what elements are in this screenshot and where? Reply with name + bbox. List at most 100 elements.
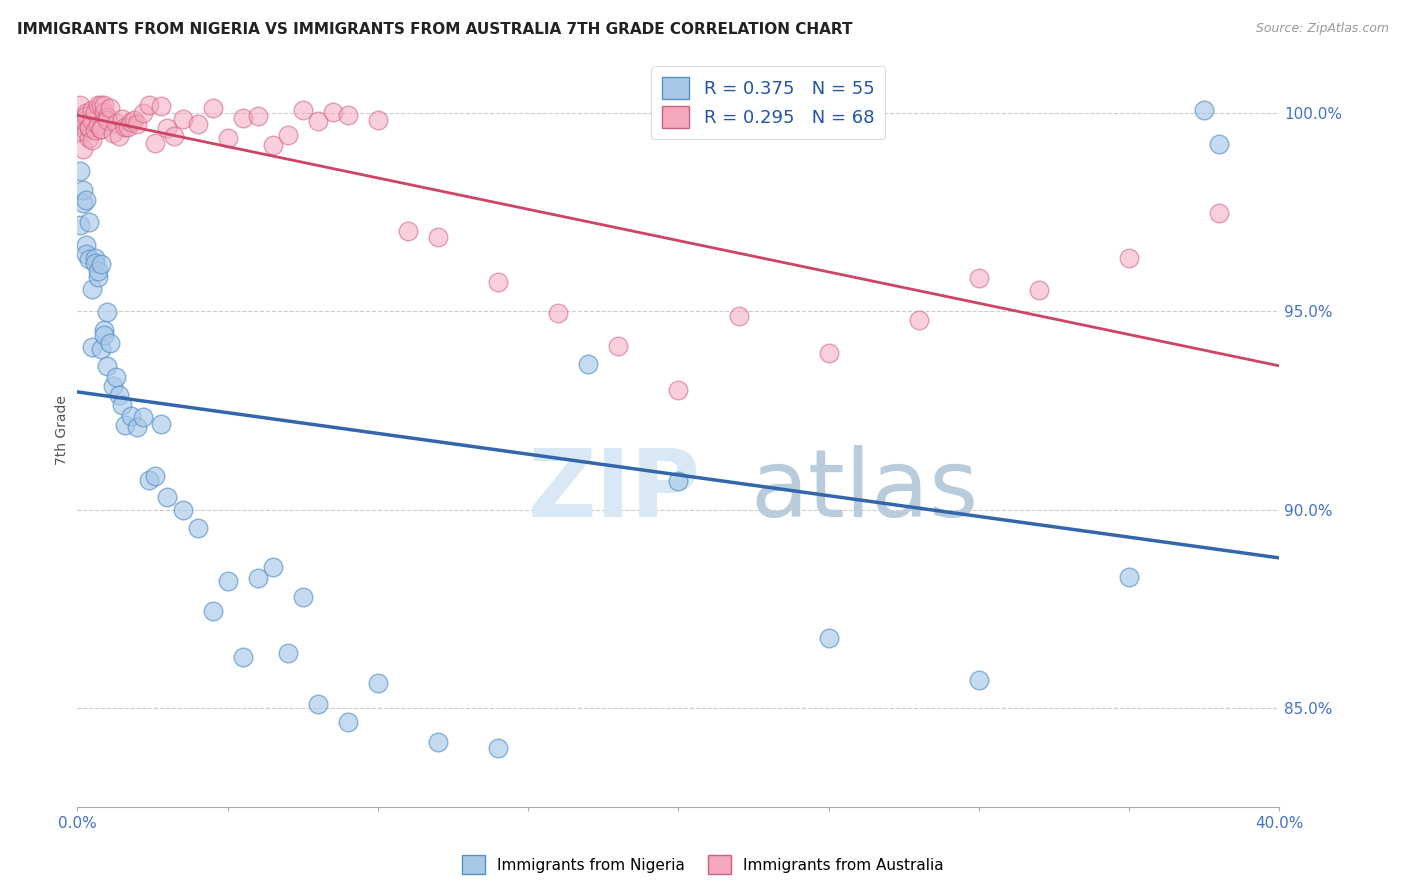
Point (79, 215, 101, 229)
Point (607, 339, 630, 353)
Point (1118, 251, 1140, 265)
Point (100, 101, 122, 115)
Point (93, 105, 115, 120)
Point (87, 264, 110, 278)
Point (668, 383, 690, 397)
Point (96, 111, 118, 125)
Point (93, 98, 115, 112)
Point (72, 183, 94, 197)
Point (82, 103, 104, 118)
Point (150, 417, 173, 431)
Point (246, 571, 269, 585)
Point (69, 163, 91, 178)
Point (132, 409, 155, 424)
Point (232, 112, 254, 126)
Point (79, 120, 101, 135)
Point (96, 305, 118, 319)
Legend: Immigrants from Nigeria, Immigrants from Australia: Immigrants from Nigeria, Immigrants from… (456, 849, 950, 880)
Point (117, 120, 139, 135)
Point (967, 270, 990, 285)
Point (246, 109, 269, 123)
Point (727, 309, 749, 323)
Point (908, 313, 931, 327)
Point (145, 136, 167, 151)
Point (108, 128, 131, 143)
Point (103, 126, 125, 140)
Point (75, 193, 97, 207)
Point (100, 335, 122, 350)
Point (69, 124, 91, 138)
Point (82, 133, 104, 147)
Point (277, 128, 299, 142)
Point (90, 256, 112, 270)
Point (427, 230, 450, 244)
Point (124, 112, 146, 127)
Point (132, 106, 155, 120)
Y-axis label: 7th Grade: 7th Grade (55, 395, 69, 466)
Point (72, 196, 94, 211)
Point (84, 123, 107, 137)
Point (75, 109, 97, 123)
Point (486, 740, 509, 755)
Point (576, 357, 599, 371)
Point (291, 103, 314, 117)
Point (217, 574, 239, 588)
Point (486, 275, 509, 289)
Point (72, 114, 94, 128)
Point (120, 409, 142, 423)
Point (96, 359, 118, 374)
Point (114, 417, 136, 432)
Point (114, 120, 136, 134)
Point (232, 650, 254, 665)
Point (427, 735, 450, 749)
Point (96, 113, 118, 128)
Point (1208, 137, 1230, 152)
Text: IMMIGRANTS FROM NIGERIA VS IMMIGRANTS FROM AUSTRALIA 7TH GRADE CORRELATION CHART: IMMIGRANTS FROM NIGERIA VS IMMIGRANTS FR… (17, 22, 852, 37)
Legend: R = 0.375   N = 55, R = 0.295   N = 68: R = 0.375 N = 55, R = 0.295 N = 68 (651, 66, 886, 139)
Point (187, 117, 209, 131)
Point (138, 98, 160, 112)
Point (668, 474, 690, 488)
Point (90, 342, 112, 356)
Point (145, 469, 167, 483)
Point (75, 106, 97, 120)
Point (967, 673, 990, 687)
Point (367, 113, 389, 128)
Point (127, 419, 149, 434)
Point (547, 306, 569, 320)
Point (79, 130, 101, 145)
Point (336, 715, 359, 730)
Point (111, 398, 134, 412)
Text: Source: ZipAtlas.com: Source: ZipAtlas.com (1256, 22, 1389, 36)
Point (1028, 283, 1050, 297)
Point (138, 473, 160, 487)
Point (82, 113, 104, 128)
Point (262, 138, 284, 153)
Point (87, 270, 110, 285)
Point (120, 114, 142, 128)
Point (79, 252, 101, 267)
Point (396, 223, 419, 237)
Point (87, 98, 110, 112)
Point (291, 590, 314, 604)
Point (103, 379, 125, 393)
Point (69, 218, 91, 232)
Point (84, 256, 107, 270)
Point (127, 117, 149, 131)
Point (367, 675, 389, 690)
Point (69, 117, 91, 131)
Point (111, 112, 134, 127)
Point (201, 604, 224, 618)
Text: ZIP: ZIP (529, 445, 702, 537)
Point (90, 121, 112, 136)
Point (817, 345, 839, 359)
Point (82, 340, 104, 354)
Point (72, 113, 94, 128)
Point (1118, 570, 1140, 584)
Point (277, 647, 299, 661)
Point (307, 113, 329, 128)
Point (1194, 103, 1216, 117)
Point (90, 122, 112, 136)
Point (1208, 206, 1230, 220)
Point (156, 120, 179, 135)
